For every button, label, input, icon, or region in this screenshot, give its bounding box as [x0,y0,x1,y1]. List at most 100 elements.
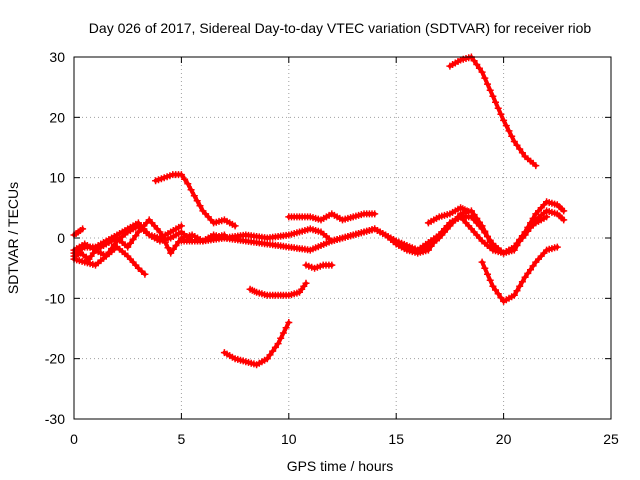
data-point [231,222,239,230]
data-point [527,219,534,227]
data-point [492,286,499,294]
series-arc-14 [478,243,561,305]
data-point [529,214,537,222]
data-point [489,92,497,100]
series-arc-15 [424,204,471,227]
data-point [282,324,290,332]
data-point [521,273,529,281]
data-point [424,246,432,254]
data-point [181,175,189,183]
data-point [463,207,471,215]
data-point [433,235,440,243]
y-tick-label: -30 [45,411,65,427]
data-point [500,116,508,124]
data-point [108,245,116,253]
series-arc-8 [246,279,310,299]
x-tick-label: 0 [70,431,78,447]
data-point [508,132,516,140]
series-line [480,245,560,304]
data-point [529,262,537,270]
x-tick-label: 5 [178,431,186,447]
y-tick-label: 30 [49,49,65,65]
data-point [271,343,279,351]
data-point [169,245,177,253]
y-tick-label: 20 [49,109,65,125]
data-point [484,80,491,88]
chart-title: Day 026 of 2017, Sidereal Day-to-day VTE… [89,20,592,36]
data-point [172,242,180,249]
data-point [177,171,185,179]
data-point [560,216,568,224]
data-point [532,162,540,170]
x-tick-label: 10 [281,431,297,447]
series-arc-13 [446,53,540,170]
data-point [161,239,169,246]
tick-layer: 0 5 10 15 20 25 -30 -20 -10 0 10 20 30 [45,49,619,447]
data-point [516,145,524,153]
data-point [494,104,502,112]
series-arc-1 [70,243,149,278]
data-point [518,149,526,157]
data-point [505,127,513,135]
data-point [486,86,494,94]
data-point [492,98,499,106]
data-point [110,241,118,249]
data-point [475,64,483,72]
data-point [486,236,494,244]
data-point [187,186,195,194]
data-point [543,213,551,221]
data-point [481,229,489,237]
data-point [502,122,510,130]
data-point [129,236,137,243]
data-point [497,294,505,302]
data-point [274,340,282,348]
x-tick-label: 15 [388,431,404,447]
data-point [196,202,204,210]
data-point [156,228,164,236]
data-point [473,61,481,68]
data-point [510,138,518,145]
data-point [516,237,524,245]
y-tick-label: 10 [49,170,65,186]
data-point [524,269,532,277]
x-tick-label: 25 [603,431,619,447]
data-point [489,282,497,290]
data-point [141,270,149,278]
data-point [518,233,526,240]
y-tick-label: -20 [45,351,65,367]
data-point [371,210,379,218]
data-point [126,239,134,247]
data-point [494,290,502,298]
data-point [497,110,505,118]
data-point [524,223,532,231]
y-tick-label: 0 [57,230,65,246]
data-point [481,264,489,272]
data-point [513,242,521,249]
data-point [478,225,486,233]
series-arc-7 [220,319,293,369]
data-point [510,291,518,299]
data-point [193,197,201,205]
series-arc-4 [70,222,185,260]
series-arc-12 [392,198,568,257]
data-point [516,282,524,290]
data-point [430,239,438,246]
x-axis-label: GPS time / hours [287,458,394,474]
data-point [486,276,494,284]
data-point [263,355,271,363]
data-point [190,192,198,200]
data-point [132,232,140,240]
data-point [266,351,274,359]
data-point [177,222,185,230]
data-point [269,347,277,355]
series-layer [70,53,568,369]
data-point [277,334,285,342]
data-point [470,57,478,65]
data-point [164,244,172,252]
series-arc-9 [285,210,379,224]
data-point [510,246,518,254]
data-point [484,233,491,240]
data-point [184,180,192,188]
data-point [105,248,113,256]
data-point [427,242,435,250]
